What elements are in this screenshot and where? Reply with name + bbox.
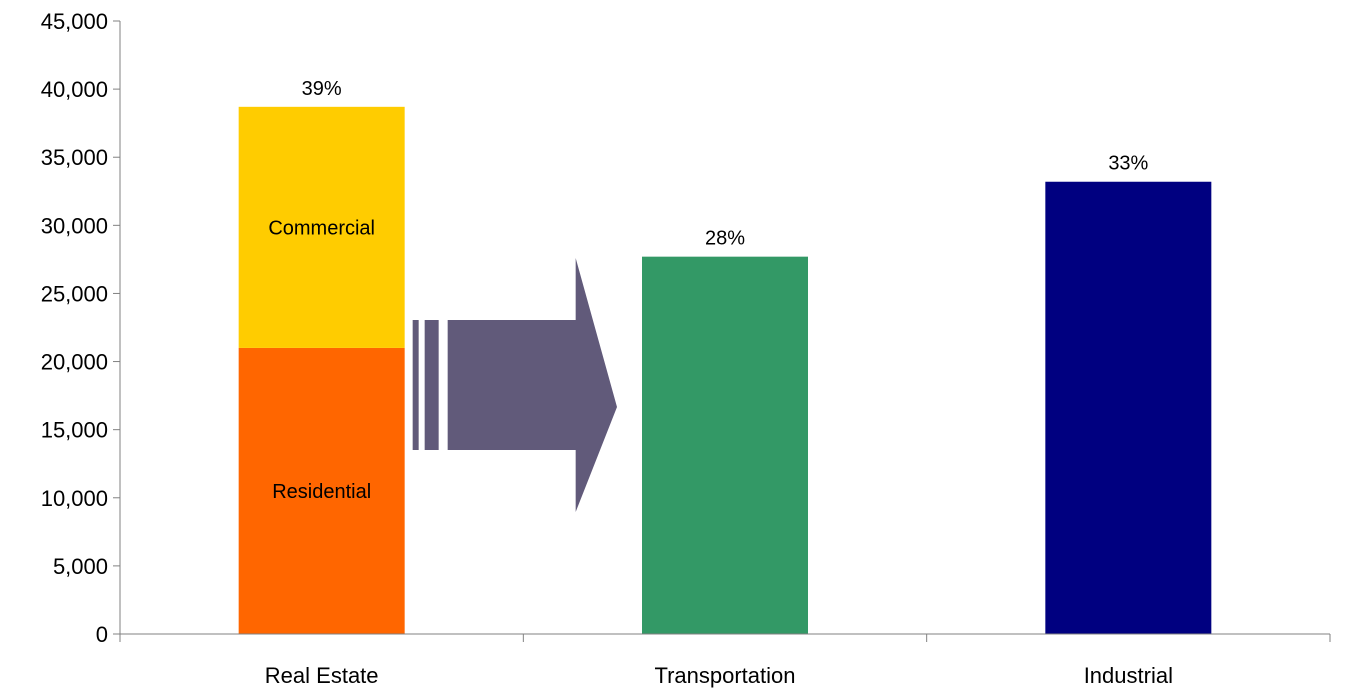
x-tick-label: Industrial	[1084, 663, 1173, 688]
y-tick-label: 10,000	[41, 486, 108, 511]
y-tick-label: 40,000	[41, 77, 108, 102]
data-label: 33%	[1108, 153, 1148, 175]
y-tick-label: 15,000	[41, 418, 108, 443]
bars-layer	[238, 106, 1212, 634]
segment-label-residential: Residential	[272, 481, 371, 503]
data-label: 39%	[302, 78, 342, 100]
y-tick-label: 35,000	[41, 145, 108, 170]
transfer-arrow	[412, 258, 617, 512]
y-tick-label: 45,000	[41, 9, 108, 34]
bar-real-estate-residential	[238, 347, 405, 634]
bar-industrial-residential	[1045, 181, 1212, 634]
bar-real-estate-commercial	[238, 106, 405, 348]
arrow-stripe	[412, 320, 419, 450]
data-label: 28%	[705, 228, 745, 250]
y-tick-label: 30,000	[41, 213, 108, 238]
y-tick-label: 25,000	[41, 281, 108, 306]
x-tick-label: Real Estate	[265, 663, 379, 688]
y-tick-label: 20,000	[41, 350, 108, 375]
labels-layer: 0 5,000 10,000 15,000 20,000 25,000 30,000 35,0…	[41, 9, 1173, 688]
decoration-layer	[412, 258, 617, 512]
bar-transportation-residential	[642, 256, 808, 634]
axes-layer	[113, 20, 1331, 642]
y-tick-label: 5,000	[53, 554, 108, 579]
arrow-stripe	[424, 320, 439, 450]
segment-label-commercial: Commercial	[268, 217, 375, 239]
y-tick-label: 0	[96, 622, 108, 647]
x-tick-label: Transportation	[654, 663, 795, 688]
arrow-body	[447, 258, 617, 512]
